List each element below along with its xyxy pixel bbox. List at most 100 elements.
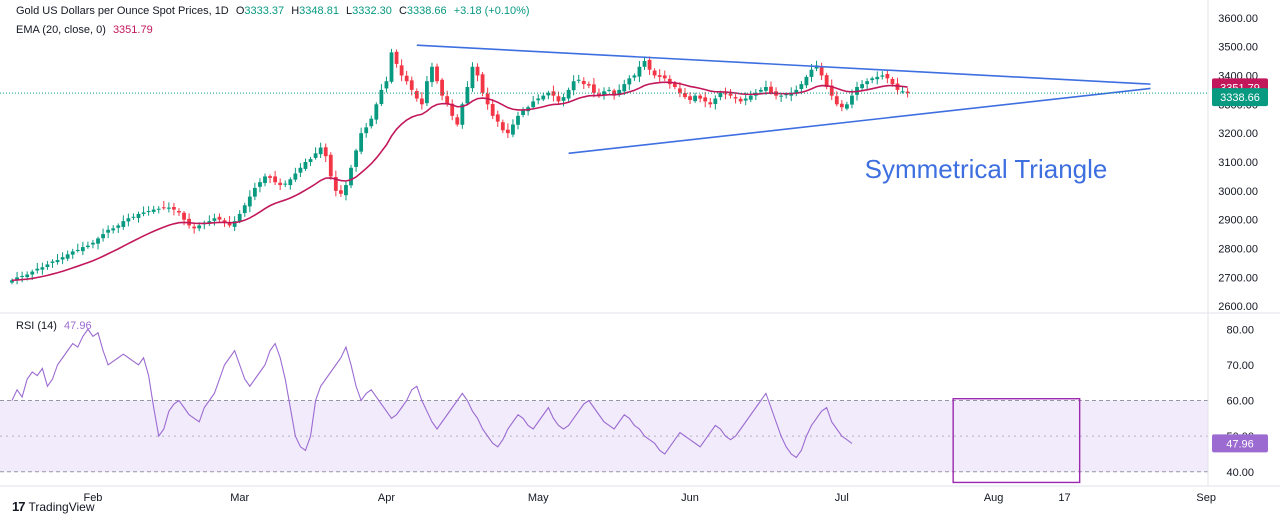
- candle-body: [430, 66, 434, 83]
- candle-body: [723, 93, 728, 95]
- rsi-line-layer: [11, 328, 1081, 484]
- candle-body: [551, 91, 556, 96]
- candle-body: [364, 127, 369, 134]
- candle-body: [55, 260, 60, 263]
- candle-body: [344, 185, 348, 196]
- candle-body: [222, 220, 227, 223]
- candle-body: [263, 176, 267, 184]
- candle-body: [531, 101, 536, 108]
- candle-body: [743, 98, 748, 101]
- candle-body: [597, 93, 601, 96]
- axes-layer: 3600.003500.003400.003300.003200.003100.…: [0, 0, 1280, 504]
- candle-body: [197, 225, 202, 229]
- tradingview-logo-icon: 17: [12, 499, 26, 514]
- candle-body: [333, 177, 338, 191]
- candle-body: [839, 103, 844, 108]
- rsi-value-tag-bg: [1212, 434, 1268, 453]
- rsi-band: [0, 400, 1208, 473]
- candle-body: [860, 84, 864, 89]
- candle-body: [192, 226, 197, 229]
- candle-body: [738, 98, 743, 102]
- candle-body: [318, 147, 323, 155]
- candle-body: [465, 87, 470, 104]
- candle-body: [207, 221, 212, 224]
- change-value: +3.18 (+0.10%): [453, 5, 530, 17]
- candle-body: [698, 95, 703, 99]
- low-label: L: [346, 5, 353, 17]
- candle-body: [232, 221, 237, 227]
- tradingview-brand[interactable]: 17 TradingView: [12, 499, 95, 514]
- candle-body: [96, 238, 100, 244]
- candle-body: [339, 190, 343, 194]
- candle-body: [278, 182, 283, 186]
- candle-body: [156, 208, 161, 210]
- candle-body: [495, 114, 500, 122]
- symbol-title: Gold US Dollars per Ounce Spot Prices, 1…: [16, 5, 229, 17]
- candle-body: [885, 74, 890, 79]
- candle-body: [435, 66, 439, 82]
- candle-body: [450, 103, 455, 116]
- candle-body: [672, 83, 677, 87]
- candle-body: [521, 110, 525, 115]
- candle-body: [227, 222, 232, 226]
- candle-body: [758, 89, 763, 92]
- candle-body: [592, 84, 596, 93]
- candle-body: [905, 91, 910, 94]
- candle-body: [546, 92, 551, 96]
- time-tick-label: Jun: [681, 492, 699, 504]
- candle-body: [384, 81, 389, 89]
- candle-body: [617, 89, 622, 96]
- candle-body: [40, 267, 45, 270]
- rsi-label: RSI (14): [16, 320, 57, 332]
- candle-body: [662, 75, 667, 79]
- price-tick-label: 3500.00: [1218, 42, 1258, 54]
- candle-body: [151, 209, 156, 212]
- price-tick-label: 2600.00: [1218, 301, 1258, 313]
- open-label: O: [235, 5, 245, 17]
- candle-body: [505, 129, 510, 134]
- candle-body: [708, 102, 713, 105]
- candle-body: [445, 96, 450, 105]
- candle-body: [667, 78, 672, 85]
- last-price-tag-bg: [1212, 88, 1268, 107]
- candle-body: [217, 216, 222, 220]
- candle-body: [718, 92, 723, 98]
- candle-body: [308, 159, 313, 162]
- ema-legend[interactable]: EMA (20, close, 0) 3351.79: [16, 24, 157, 36]
- candle-body: [845, 104, 849, 109]
- candle-body: [288, 179, 293, 186]
- candle-body: [890, 78, 895, 85]
- rsi-tick-label: 70.00: [1226, 360, 1254, 372]
- candle-body: [303, 162, 308, 169]
- candle-body: [86, 245, 90, 248]
- rsi-legend[interactable]: RSI (14) 47.96: [16, 320, 96, 332]
- candle-body: [146, 211, 151, 213]
- candle-body: [713, 98, 718, 105]
- candle-body: [141, 212, 146, 214]
- candle-body: [379, 89, 384, 105]
- candle-body: [212, 218, 217, 221]
- candle-body: [440, 79, 444, 96]
- price-tick-label: 3100.00: [1218, 157, 1258, 169]
- price-tick-label: 3000.00: [1218, 186, 1258, 198]
- candle-body: [273, 176, 278, 183]
- candle-body: [769, 86, 773, 93]
- candle-body: [182, 212, 186, 220]
- ema-line-layer: [11, 81, 908, 282]
- candle-body: [354, 150, 358, 167]
- rsi-value-tag: 47.96: [1226, 438, 1254, 450]
- candle-body: [799, 84, 804, 90]
- candle-body: [875, 76, 880, 80]
- pattern-annotation: Symmetrical Triangle: [865, 154, 1108, 184]
- candle-body: [683, 93, 687, 98]
- candle-body: [116, 225, 121, 228]
- candle-body: [161, 207, 166, 209]
- candle-body: [612, 90, 617, 96]
- time-tick-label: May: [528, 492, 549, 504]
- high-label: H: [291, 5, 300, 17]
- candle-body: [764, 87, 768, 91]
- rsi-tick-label: 60.00: [1226, 396, 1254, 408]
- candle-body: [500, 122, 505, 131]
- candle-body: [121, 221, 126, 227]
